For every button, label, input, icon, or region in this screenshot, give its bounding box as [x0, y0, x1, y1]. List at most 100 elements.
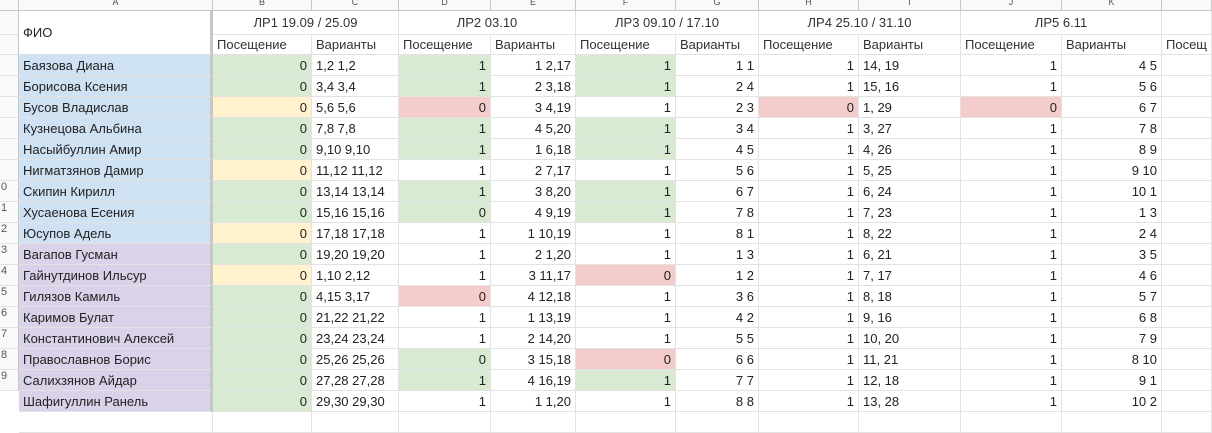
- variants-header[interactable]: Варианты: [491, 35, 576, 55]
- empty-cell[interactable]: [1162, 391, 1212, 412]
- attendance-cell[interactable]: 1: [961, 286, 1062, 307]
- variants-cell[interactable]: 2 1,20: [491, 244, 576, 265]
- attendance-cell[interactable]: 1: [399, 244, 491, 265]
- attendance-cell[interactable]: 1: [576, 370, 676, 391]
- variants-cell[interactable]: 5,6 5,6: [312, 97, 399, 118]
- student-name-cell[interactable]: Шафигуллин Ранель: [19, 391, 213, 412]
- row-number[interactable]: [0, 55, 19, 76]
- variants-cell[interactable]: 1 3: [676, 244, 759, 265]
- row-number[interactable]: 8: [0, 349, 19, 370]
- attendance-cell[interactable]: 0: [576, 265, 676, 286]
- attendance-cell[interactable]: 1: [759, 76, 859, 97]
- attendance-cell[interactable]: 1: [961, 160, 1062, 181]
- student-name-cell[interactable]: Каримов Булат: [19, 307, 213, 328]
- variants-cell[interactable]: 6 7: [1062, 97, 1162, 118]
- column-header[interactable]: E: [491, 0, 576, 11]
- variants-cell[interactable]: 13, 28: [859, 391, 961, 412]
- lab-group-header[interactable]: ЛР5 6.11: [961, 11, 1162, 35]
- attendance-cell[interactable]: 1: [759, 286, 859, 307]
- variants-cell[interactable]: 5, 25: [859, 160, 961, 181]
- variants-cell[interactable]: 4 5: [676, 139, 759, 160]
- empty-cell[interactable]: [1162, 286, 1212, 307]
- variants-cell[interactable]: 1,2 1,2: [312, 55, 399, 76]
- variants-cell[interactable]: 7 8: [1062, 118, 1162, 139]
- attendance-cell[interactable]: 1: [759, 328, 859, 349]
- attendance-cell[interactable]: 1: [759, 181, 859, 202]
- empty-cell[interactable]: [1162, 370, 1212, 391]
- attendance-cell[interactable]: 1: [576, 307, 676, 328]
- variants-cell[interactable]: 8, 18: [859, 286, 961, 307]
- attendance-cell[interactable]: 1: [961, 370, 1062, 391]
- variants-cell[interactable]: 1 1: [676, 55, 759, 76]
- variants-cell[interactable]: 15, 16: [859, 76, 961, 97]
- row-number[interactable]: 1: [0, 202, 19, 223]
- row-number[interactable]: [0, 160, 19, 181]
- column-header[interactable]: K: [1062, 0, 1162, 11]
- variants-cell[interactable]: 1,10 2,12: [312, 265, 399, 286]
- attendance-cell[interactable]: 1: [759, 307, 859, 328]
- attendance-cell[interactable]: 1: [961, 139, 1062, 160]
- student-name-cell[interactable]: Кузнецова Альбина: [19, 118, 213, 139]
- attendance-cell[interactable]: 1: [961, 181, 1062, 202]
- row-number[interactable]: [0, 97, 19, 118]
- column-header[interactable]: C: [312, 0, 399, 11]
- variants-cell[interactable]: 27,28 27,28: [312, 370, 399, 391]
- attendance-cell[interactable]: 1: [576, 97, 676, 118]
- attendance-cell[interactable]: 1: [961, 349, 1062, 370]
- row-number[interactable]: [0, 35, 19, 55]
- variants-cell[interactable]: 3 8,20: [491, 181, 576, 202]
- column-header[interactable]: [1162, 0, 1212, 11]
- attendance-cell[interactable]: 1: [399, 118, 491, 139]
- variants-cell[interactable]: 25,26 25,26: [312, 349, 399, 370]
- attendance-cell[interactable]: 0: [213, 328, 312, 349]
- attendance-cell[interactable]: 1: [576, 244, 676, 265]
- empty-cell[interactable]: [1162, 97, 1212, 118]
- attendance-header[interactable]: Посещение: [576, 35, 676, 55]
- variants-cell[interactable]: 4 6: [1062, 265, 1162, 286]
- variants-cell[interactable]: 7,8 7,8: [312, 118, 399, 139]
- attendance-cell[interactable]: 1: [759, 160, 859, 181]
- attendance-cell[interactable]: 0: [213, 244, 312, 265]
- attendance-cell[interactable]: 1: [759, 55, 859, 76]
- attendance-cell[interactable]: 0: [961, 97, 1062, 118]
- row-number[interactable]: 9: [0, 370, 19, 391]
- empty-cell[interactable]: [1162, 139, 1212, 160]
- empty-cell[interactable]: [1162, 244, 1212, 265]
- attendance-cell[interactable]: 0: [213, 307, 312, 328]
- variants-header[interactable]: Варианты: [312, 35, 399, 55]
- empty-cell[interactable]: [1162, 223, 1212, 244]
- student-name-cell[interactable]: Насыйбуллин Амир: [19, 139, 213, 160]
- variants-cell[interactable]: 3 6: [676, 286, 759, 307]
- attendance-cell[interactable]: 1: [399, 307, 491, 328]
- attendance-cell[interactable]: 1: [399, 160, 491, 181]
- student-name-cell[interactable]: Бусов Владислав: [19, 97, 213, 118]
- row-number[interactable]: 4: [0, 265, 19, 286]
- row-number[interactable]: [0, 11, 19, 35]
- attendance-cell[interactable]: 0: [213, 97, 312, 118]
- variants-cell[interactable]: 6, 21: [859, 244, 961, 265]
- variants-cell[interactable]: 8, 22: [859, 223, 961, 244]
- variants-cell[interactable]: 1 6,18: [491, 139, 576, 160]
- attendance-cell[interactable]: 1: [576, 55, 676, 76]
- variants-cell[interactable]: 11,12 11,12: [312, 160, 399, 181]
- attendance-cell[interactable]: 1: [576, 286, 676, 307]
- attendance-cell[interactable]: 0: [213, 391, 312, 412]
- variants-cell[interactable]: 1 2: [676, 265, 759, 286]
- attendance-cell[interactable]: 1: [576, 202, 676, 223]
- variants-cell[interactable]: 2 3: [676, 97, 759, 118]
- variants-cell[interactable]: 10 2: [1062, 391, 1162, 412]
- empty-cell[interactable]: [19, 412, 213, 433]
- variants-cell[interactable]: 19,20 19,20: [312, 244, 399, 265]
- attendance-cell[interactable]: 0: [213, 76, 312, 97]
- student-name-cell[interactable]: Гилязов Камиль: [19, 286, 213, 307]
- variants-cell[interactable]: 3, 27: [859, 118, 961, 139]
- empty-cell[interactable]: [312, 412, 399, 433]
- attendance-cell[interactable]: 1: [759, 223, 859, 244]
- variants-cell[interactable]: 6, 24: [859, 181, 961, 202]
- column-header[interactable]: F: [576, 0, 676, 11]
- variants-cell[interactable]: 7, 17: [859, 265, 961, 286]
- variants-cell[interactable]: 4, 26: [859, 139, 961, 160]
- variants-cell[interactable]: 4 5: [1062, 55, 1162, 76]
- variants-cell[interactable]: 4,15 3,17: [312, 286, 399, 307]
